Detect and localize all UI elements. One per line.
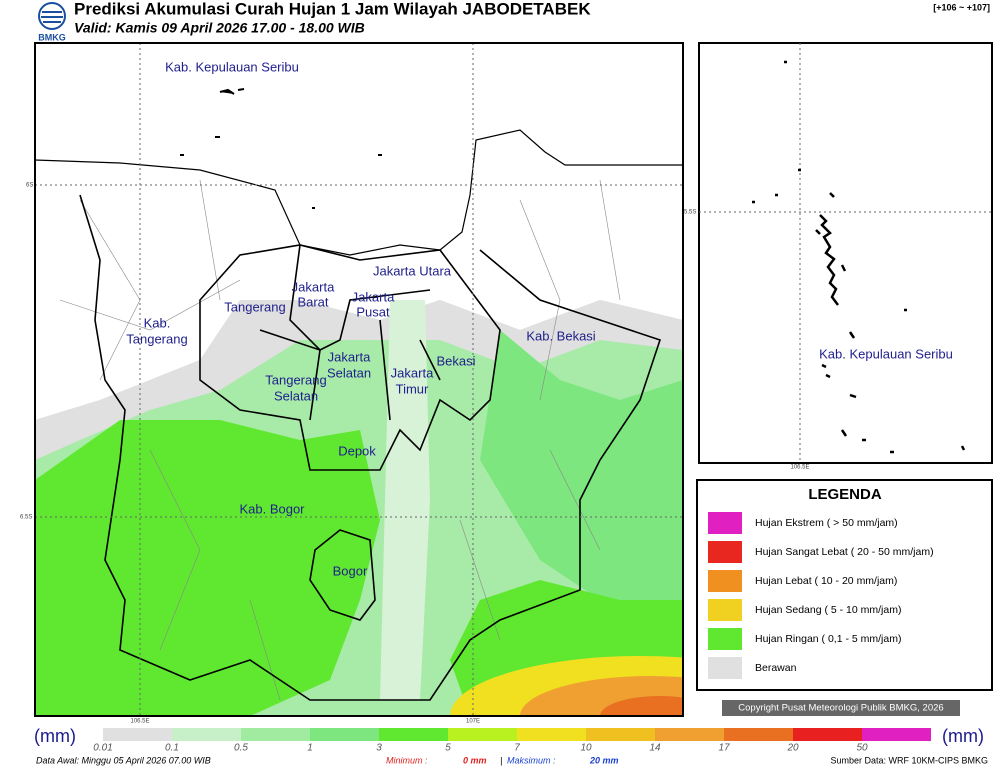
min-label: Minimum : xyxy=(386,755,428,765)
legend-label: Hujan Ekstrem ( > 50 mm/jam) xyxy=(755,517,898,529)
colorbar-segment xyxy=(517,728,586,741)
legend-swatch xyxy=(708,512,742,534)
colorbar-segment xyxy=(103,728,172,741)
region-label: Tangerang xyxy=(126,331,187,346)
lat-label: 6.5S xyxy=(20,515,32,521)
legend-swatch xyxy=(708,541,742,563)
legend-label: Hujan Sangat Lebat ( 20 - 50 mm/jam) xyxy=(755,546,934,558)
colorbar: (mm) (mm) 0.01 0.1 0.5 1 3 5 7 10 14 17 20 50 xyxy=(34,726,984,754)
inset-map: Kab. Kepulauan Seribu 5.5S 106.5E xyxy=(684,42,993,471)
inset-label: Kab. Kepulauan Seribu xyxy=(819,346,953,361)
lon-label: 106.5E xyxy=(790,465,809,471)
region-label: Barat xyxy=(297,294,328,309)
max-value: 20 mm xyxy=(589,755,619,765)
colorbar-segment xyxy=(586,728,655,741)
colorbar-unit: (mm) xyxy=(34,726,76,746)
legend: LEGENDA Hujan Ekstrem ( > 50 mm/jam) Huja… xyxy=(696,479,993,691)
legend-swatch xyxy=(708,599,742,621)
valid-time: Valid: Kamis 09 April 2026 17.00 - 18.00… xyxy=(74,20,365,36)
colorbar-tick: 50 xyxy=(856,743,868,754)
colorbar-tick: 0.1 xyxy=(165,743,179,754)
region-label: Selatan xyxy=(274,388,318,403)
legend-label: Hujan Sedang ( 5 - 10 mm/jam) xyxy=(755,604,901,616)
legend-label: Hujan Ringan ( 0,1 - 5 mm/jam) xyxy=(755,633,901,645)
colorbar-segment xyxy=(793,728,862,741)
colorbar-tick: 10 xyxy=(580,743,592,754)
region-label: Tangerang xyxy=(224,299,285,314)
colorbar-tick: 20 xyxy=(786,743,799,754)
colorbar-segment xyxy=(310,728,379,741)
legend-label: Berawan xyxy=(755,662,797,674)
colorbar-segment xyxy=(724,728,793,741)
region-label: Jakarta Utara xyxy=(373,263,452,278)
colorbar-segment xyxy=(241,728,310,741)
region-label: Jakarta xyxy=(328,349,371,364)
lat-label: 5.5S xyxy=(684,210,696,216)
region-label: Kab. Bekasi xyxy=(526,328,595,343)
colorbar-segment xyxy=(655,728,724,741)
colorbar-tick: 0.5 xyxy=(234,743,248,754)
title: Prediksi Akumulasi Curah Hujan 1 Jam Wil… xyxy=(74,0,591,18)
colorbar-unit: (mm) xyxy=(942,726,984,746)
colorbar-segment xyxy=(862,728,931,741)
lon-label: 106.5E xyxy=(130,719,149,725)
min-value: 0 mm xyxy=(463,755,487,765)
region-label: Tangerang xyxy=(265,372,326,387)
legend-title: LEGENDA xyxy=(808,486,882,503)
region-label: Jakarta xyxy=(352,289,395,304)
region-label: Jakarta xyxy=(292,279,335,294)
region-label: Depok xyxy=(338,443,376,458)
region-label: Jakarta xyxy=(391,365,434,380)
colorbar-tick: 1 xyxy=(307,743,313,754)
colorbar-tick: 0.01 xyxy=(93,743,112,754)
colorbar-tick: 14 xyxy=(649,743,661,754)
colorbar-tick: 7 xyxy=(514,743,520,754)
legend-label: Hujan Lebat ( 10 - 20 mm/jam) xyxy=(755,575,897,587)
logo: BMKG xyxy=(38,2,66,42)
colorbar-tick: 3 xyxy=(376,743,382,754)
max-label: Maksimum : xyxy=(507,755,556,765)
map-frame xyxy=(34,42,684,717)
lon-label: 107E xyxy=(466,719,480,725)
lat-label: 6S xyxy=(26,183,33,189)
separator: | xyxy=(500,755,502,765)
legend-swatch xyxy=(708,657,742,679)
region-label: Kab. Kepulauan Seribu xyxy=(165,59,299,74)
range: [+106 ~ +107] xyxy=(933,2,990,12)
region-label: Bekasi xyxy=(436,353,475,368)
colorbar-tick: 5 xyxy=(445,743,451,754)
copyright-box xyxy=(722,700,960,716)
region-label: Kab. xyxy=(144,315,171,330)
colorbar-segment xyxy=(379,728,448,741)
region-label: Kab. Bogor xyxy=(239,501,305,516)
legend-swatch xyxy=(708,570,742,592)
colorbar-tick: 17 xyxy=(718,743,730,754)
colorbar-segment xyxy=(448,728,517,741)
copyright: Copyright Pusat Meteorologi Publik BMKG,… xyxy=(738,703,943,714)
data-awal: Data Awal: Minggu 05 April 2026 07.00 WI… xyxy=(36,755,211,765)
region-label: Pusat xyxy=(356,304,390,319)
region-label: Bogor xyxy=(333,563,368,578)
logo-text: BMKG xyxy=(38,32,66,42)
map xyxy=(35,43,683,716)
legend-swatch xyxy=(708,628,742,650)
region-label: Selatan xyxy=(327,365,371,380)
source: Sumber Data: WRF 10KM-CIPS BMKG xyxy=(830,755,988,765)
colorbar-segment xyxy=(172,728,241,741)
region-labels: Kab. Kepulauan Seribu Jakarta Utara Jaka… xyxy=(126,59,596,578)
region-label: Timur xyxy=(396,381,429,396)
